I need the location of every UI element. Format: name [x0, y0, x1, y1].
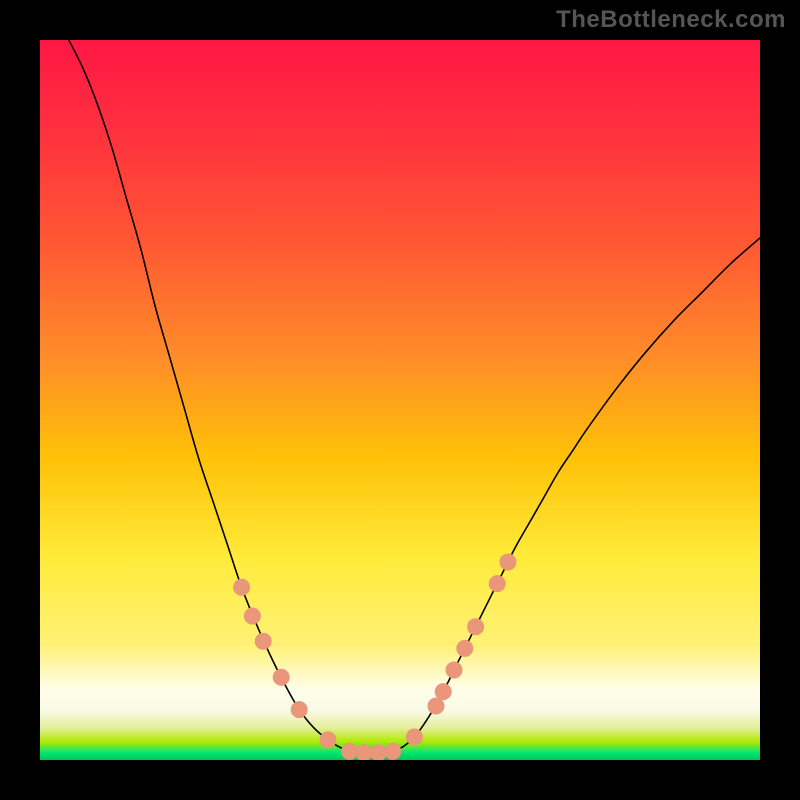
- data-marker: [273, 669, 289, 685]
- data-marker: [370, 745, 386, 760]
- data-marker: [356, 745, 372, 760]
- chart-frame: TheBottleneck.com: [0, 0, 800, 800]
- data-marker: [342, 743, 358, 759]
- watermark-text: TheBottleneck.com: [556, 6, 786, 34]
- data-marker: [234, 579, 250, 595]
- data-marker: [435, 684, 451, 700]
- data-marker: [457, 640, 473, 656]
- data-marker: [446, 662, 462, 678]
- data-marker: [406, 729, 422, 745]
- plot-background: [40, 40, 760, 760]
- data-marker: [489, 576, 505, 592]
- data-marker: [428, 698, 444, 714]
- data-marker: [244, 608, 260, 624]
- data-marker: [255, 633, 271, 649]
- data-marker: [500, 554, 516, 570]
- data-marker: [385, 743, 401, 759]
- plot-svg: [40, 40, 760, 760]
- data-marker: [291, 702, 307, 718]
- data-marker: [320, 732, 336, 748]
- plot-area: [40, 40, 760, 760]
- data-marker: [468, 619, 484, 635]
